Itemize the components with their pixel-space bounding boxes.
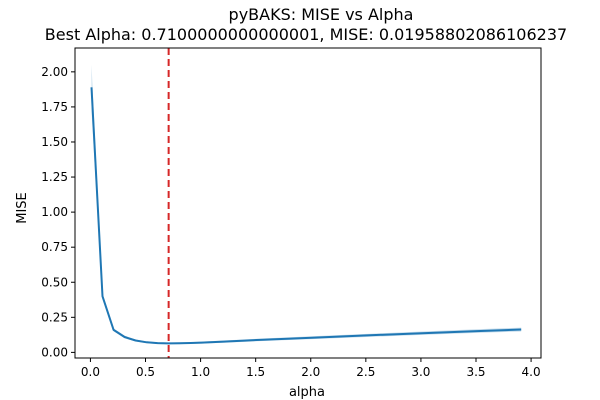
x-tick-label: 0.0: [81, 365, 100, 379]
y-tick-label: 1.25: [41, 170, 68, 184]
y-tick-label: 0.25: [41, 310, 68, 324]
y-axis-ticks: 0.00 0.25 0.50 0.75 1.00 1.25 1.50 1.75 2.00: [41, 65, 75, 359]
x-tick-label: 0.5: [136, 365, 155, 379]
mise-series-line: [90, 87, 522, 345]
x-axis-label: alpha: [289, 385, 325, 400]
y-axis-label: MISE: [15, 192, 30, 224]
y-tick-label: 1.75: [41, 100, 68, 114]
chart-title: pyBAKS: MISE vs Alpha: [229, 5, 414, 24]
y-tick-label: 2.00: [41, 65, 68, 79]
y-tick-label: 1.00: [41, 205, 68, 219]
x-tick-label: 2.0: [301, 365, 320, 379]
x-axis-ticks: 0.0 0.5 1.0 1.5 2.0 2.5 3.0 3.5 4.0: [81, 358, 541, 379]
x-tick-label: 3.5: [466, 365, 485, 379]
x-tick-label: 2.5: [356, 365, 375, 379]
y-tick-label: 1.50: [41, 135, 68, 149]
series-line-layer: [90, 87, 522, 345]
plot-area: [90, 48, 522, 358]
chart-subtitle: Best Alpha: 0.7100000000000001, MISE: 0.…: [45, 25, 567, 44]
confidence-band: [91, 64, 522, 345]
x-tick-label: 1.0: [191, 365, 210, 379]
x-tick-label: 3.0: [411, 365, 430, 379]
x-tick-label: 4.0: [522, 365, 541, 379]
confidence-band-layer: [91, 64, 522, 345]
y-tick-label: 0.00: [41, 345, 68, 359]
y-tick-label: 0.75: [41, 240, 68, 254]
y-tick-label: 0.50: [41, 275, 68, 289]
x-tick-label: 1.5: [246, 365, 265, 379]
plot-frame: [74, 47, 542, 359]
